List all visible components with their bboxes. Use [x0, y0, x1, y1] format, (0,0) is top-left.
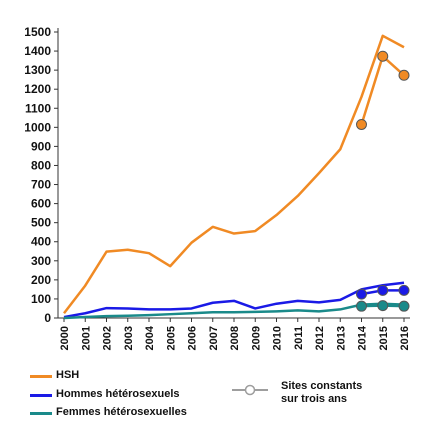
x-tick-label: 2014	[357, 325, 369, 350]
x-tick-label: 2016	[399, 326, 411, 350]
y-tick-label: 300	[31, 254, 51, 268]
x-tick-label: 2000	[59, 326, 71, 350]
legend-swatch-femmes	[30, 412, 52, 415]
constant-sites-marker-1	[378, 285, 388, 295]
y-tick-label: 1200	[24, 82, 51, 96]
y-tick-label: 900	[31, 139, 51, 153]
legend-label-hsh: HSH	[56, 369, 79, 382]
x-tick-label: 2007	[208, 326, 220, 350]
y-tick-label: 0	[44, 311, 51, 325]
x-tick-label: 2015	[378, 326, 390, 350]
constant-sites-marker-1	[399, 285, 409, 295]
x-tick-label: 2011	[293, 326, 305, 350]
y-tick-label: 1300	[24, 63, 51, 77]
constant-sites-marker-2	[378, 301, 388, 311]
series-line-0	[64, 36, 404, 313]
constant-sites-marker-0	[378, 51, 388, 61]
y-tick-label: 500	[31, 216, 51, 230]
y-tick-label: 1500	[24, 25, 51, 39]
y-tick-label: 700	[31, 178, 51, 192]
x-tick-label: 2003	[123, 326, 135, 350]
y-tick-label: 1400	[24, 44, 51, 58]
y-tick-label: 600	[31, 197, 51, 211]
x-tick-label: 2008	[229, 326, 241, 350]
y-tick-label: 1000	[24, 120, 51, 134]
constant-sites-marker-1	[357, 289, 367, 299]
y-tick-label: 1100	[25, 101, 51, 115]
x-tick-label: 2009	[250, 326, 262, 350]
y-tick-label: 400	[31, 235, 51, 249]
x-tick-label: 2012	[314, 326, 326, 350]
x-tick-label: 2010	[272, 326, 284, 350]
y-tick-label: 800	[31, 158, 51, 172]
legend-label-sites-1: Sites constants	[281, 380, 362, 393]
legend-swatch-sites	[232, 384, 268, 396]
y-tick-label: 200	[31, 273, 51, 287]
x-tick-label: 2006	[187, 326, 199, 350]
constant-sites-line-0	[362, 56, 405, 124]
x-tick-label: 2004	[144, 325, 156, 350]
legend-label-hommes: Hommes hétérosexuels	[56, 388, 180, 401]
constant-sites-marker-0	[357, 119, 367, 129]
series-line-2	[64, 304, 404, 318]
constant-sites-marker-2	[399, 301, 409, 311]
x-tick-label: 2005	[165, 326, 177, 350]
constant-sites-marker-2	[357, 301, 367, 311]
x-tick-label: 2002	[102, 326, 114, 350]
legend-label-sites-2: sur trois ans	[281, 393, 347, 406]
legend-swatch-hsh	[30, 375, 52, 378]
legend-label-femmes: Femmes hétérosexuelles	[56, 406, 187, 419]
y-tick-label: 100	[31, 292, 51, 306]
x-tick-label: 2001	[80, 326, 92, 350]
constant-sites-marker-0	[399, 70, 409, 80]
legend-swatch-hommes	[30, 394, 52, 397]
x-tick-label: 2013	[335, 326, 347, 350]
